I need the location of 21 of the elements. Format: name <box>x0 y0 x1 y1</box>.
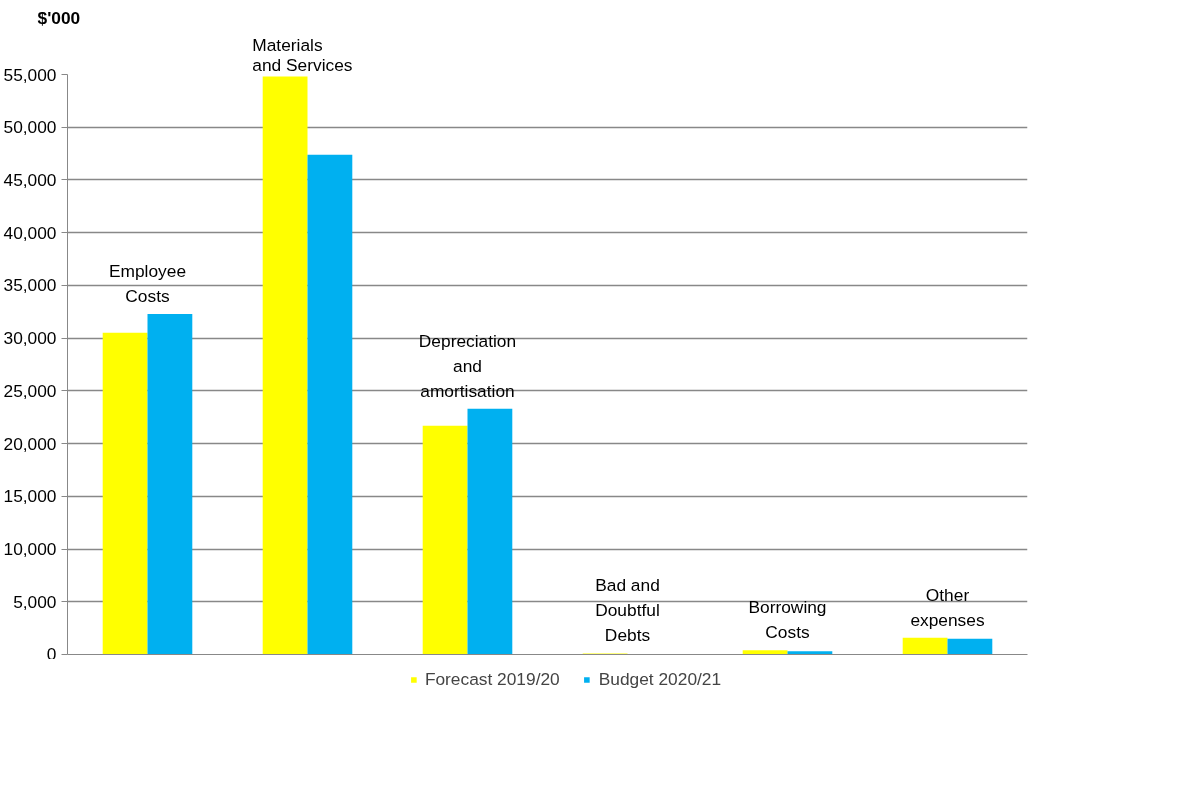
y-tick-label: 20,000 <box>3 433 57 454</box>
y-tick-label: 35,000 <box>3 275 57 296</box>
y-tick-label: 0 <box>46 643 57 664</box>
y-tick-label: 25,000 <box>3 380 57 401</box>
y-axis-title: $'000 <box>37 7 81 28</box>
y-tick-label: 30,000 <box>3 328 57 349</box>
legend-label: Forecast 2019/20 <box>424 668 560 690</box>
y-tick-label: 45,000 <box>3 169 57 190</box>
x-tick-label: Materials and Services <box>252 34 353 75</box>
y-tick-label: 5,000 <box>13 591 57 612</box>
y-tick-label: 55,000 <box>3 64 57 85</box>
x-tick-label: Employee Costs <box>108 260 187 306</box>
x-tick-label: Bad and Doubtful Debts <box>595 575 660 646</box>
x-tick-label: Borrowing Costs <box>748 597 827 643</box>
y-tick-label: 10,000 <box>3 539 57 560</box>
y-tick-label: 40,000 <box>3 222 57 243</box>
legend-label: Budget 2020/21 <box>598 668 722 690</box>
y-tick-label: 15,000 <box>3 486 57 507</box>
y-tick-label: 50,000 <box>3 117 57 138</box>
x-tick-label: Depreciation and amortisation <box>418 330 517 401</box>
x-tick-label: Other expenses <box>910 584 985 630</box>
